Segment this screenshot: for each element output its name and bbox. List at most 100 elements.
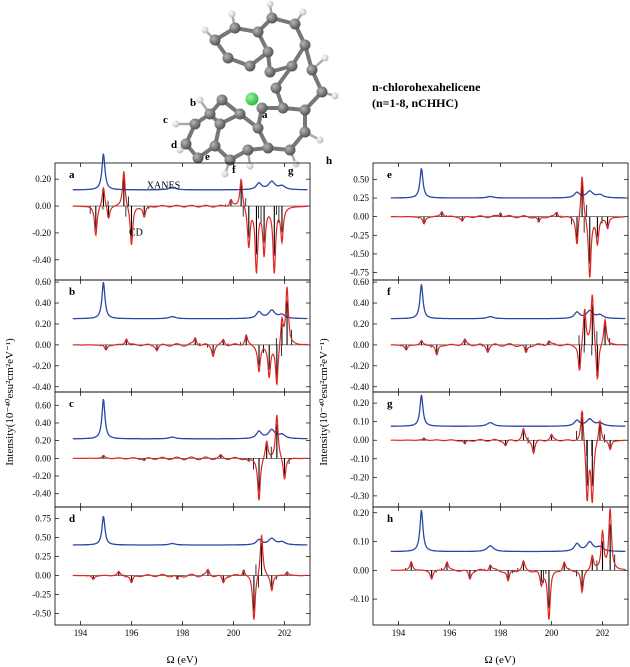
y-tick-label: 0.20 — [353, 319, 369, 329]
xanes-series — [390, 394, 626, 427]
hydrogen-atom — [246, 162, 254, 170]
carbon-atom — [286, 60, 298, 72]
panel-label: h — [387, 513, 393, 525]
y-tick-label: -0.20 — [32, 228, 51, 238]
carbon-atom — [266, 12, 278, 24]
atom-label-a: a — [262, 109, 268, 121]
panel-label: g — [387, 398, 393, 410]
panel-label: c — [69, 398, 74, 410]
xanes-series — [390, 284, 626, 320]
x-tick-label: 202 — [596, 628, 610, 638]
hydrogen-atom — [331, 92, 339, 100]
y-tick-label: 0.25 — [353, 193, 369, 203]
carbon-atom — [214, 118, 226, 130]
carbon-atom — [306, 64, 318, 76]
y-tick-label: 0.00 — [353, 212, 369, 222]
xanes-series — [72, 282, 308, 320]
y-tick-label: 0.25 — [35, 551, 51, 561]
annotation-xanes: XANES — [147, 181, 180, 192]
y-tick-label: 0.40 — [35, 298, 51, 308]
carbon-atom — [222, 52, 234, 64]
panel-frame — [54, 506, 311, 626]
x-tick-label: 196 — [125, 628, 139, 638]
y-tick-label: 0.10 — [353, 417, 369, 427]
y-tick-label: -0.30 — [350, 491, 369, 501]
hydrogen-atom — [321, 54, 329, 62]
panel-label: b — [69, 286, 75, 298]
y-tick-label: -0.40 — [350, 382, 369, 392]
y-tick-label: 0.20 — [353, 398, 369, 408]
cd-series — [72, 533, 308, 620]
y-tick-label: -0.40 — [32, 489, 51, 499]
xanes-series — [72, 516, 308, 546]
y-tick-label: 0.00 — [35, 453, 51, 463]
y-tick-label: 0.20 — [35, 174, 51, 184]
x-tick-label: 194 — [74, 628, 88, 638]
y-tick-label: 0.20 — [35, 319, 51, 329]
y-tick-label: -0.25 — [32, 590, 51, 600]
panel-frame — [372, 391, 629, 508]
x-axis-title-left: Ω (eV) — [166, 654, 197, 666]
molecule-subtitle: (n=1-8, nCHHC) — [372, 96, 458, 110]
panel-e: -0.75 -0.50 -0.25 0.00 0.25 0.50 e — [350, 162, 629, 281]
y-tick-label: 0.00 — [35, 571, 51, 581]
carbon-atom — [264, 66, 276, 78]
atom-label-g: g — [288, 165, 294, 177]
y-tick-label: -0.50 — [32, 609, 51, 619]
panel-g: -0.30 -0.20 -0.10 0.00 0.10 0.20 g — [350, 391, 629, 508]
carbon-atom — [277, 102, 289, 114]
carbon-atom — [192, 152, 204, 164]
xanes-series — [72, 153, 308, 191]
y-tick-label: 0.00 — [353, 340, 369, 350]
x-tick-label: 198 — [176, 628, 190, 638]
panel-b: -0.40 -0.20 0.00 0.20 0.40 0.60 b — [32, 277, 311, 393]
panel-label: a — [69, 169, 75, 181]
carbon-atom — [256, 102, 268, 114]
carbon-atom — [244, 60, 256, 72]
panel-f: -0.40 -0.20 0.00 0.20 0.40 0.60 f — [350, 277, 629, 393]
y-tick-label: 0.60 — [35, 277, 51, 287]
y-tick-label: -0.75 — [350, 268, 369, 278]
panel-label: d — [69, 513, 75, 525]
cd-series — [72, 414, 308, 501]
chlorine-atom — [245, 92, 259, 106]
y-tick-label: 0.00 — [353, 435, 369, 445]
y-tick-label: 0.00 — [35, 201, 51, 211]
y-tick-label: 0.00 — [35, 340, 51, 350]
panel-d: -0.50 -0.25 0.00 0.25 0.50 0.75 194 196 198 200 20… — [32, 506, 311, 638]
carbon-atom — [234, 108, 246, 120]
x-axis-title-right: Ω (eV) — [484, 654, 515, 666]
y-tick-label: 0.60 — [353, 277, 369, 287]
hydrogen-atom — [201, 26, 209, 34]
cd-series — [390, 176, 626, 278]
y-tick-label: -0.50 — [350, 249, 369, 259]
y-tick-label: 0.10 — [353, 537, 369, 547]
x-tick-label: 198 — [494, 628, 508, 638]
y-tick-label: 0.40 — [35, 418, 51, 428]
atom-label-c: c — [163, 114, 168, 126]
y-tick-label: 0.40 — [353, 298, 369, 308]
panel-frame — [54, 279, 311, 393]
panel-label: f — [387, 286, 391, 298]
carbon-atom — [209, 140, 221, 152]
y-tick-label: -0.40 — [32, 255, 51, 265]
x-tick-label: 202 — [278, 628, 292, 638]
panel-frame — [54, 391, 311, 508]
y-tick-label: -0.20 — [32, 361, 51, 371]
x-tick-label: 194 — [392, 628, 406, 638]
panel-a: -0.40 -0.20 0.00 0.20 a XANES CD — [32, 153, 311, 281]
carbon-atom — [180, 138, 192, 150]
y-tick-label: 0.75 — [35, 513, 51, 523]
hydrogen-atom — [172, 120, 180, 128]
y-tick-label: 0.20 — [353, 508, 369, 518]
y-tick-label: 0.00 — [353, 565, 369, 575]
carbon-atom — [316, 86, 328, 98]
hydrogen-atom — [221, 170, 229, 178]
carbon-atom — [262, 142, 274, 154]
hydrogen-atom — [266, 0, 274, 8]
atom-label-b: b — [190, 97, 196, 109]
x-tick-label: 200 — [545, 628, 559, 638]
carbon-atom — [289, 18, 301, 30]
y-tick-label: -0.20 — [350, 472, 369, 482]
